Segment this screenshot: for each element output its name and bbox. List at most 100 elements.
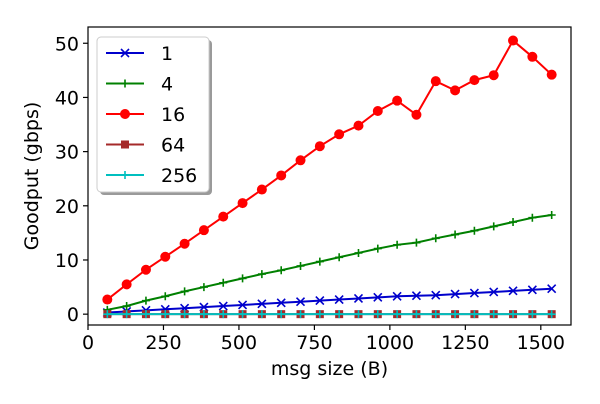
data-point-256-19 bbox=[470, 310, 479, 319]
series-line-1 bbox=[107, 287, 552, 314]
legend-item-64: 64 bbox=[106, 135, 185, 157]
data-point-1-13 bbox=[353, 293, 364, 304]
data-point-256-2 bbox=[141, 310, 150, 319]
x-tick-label: 0 bbox=[82, 332, 94, 354]
series-16 bbox=[102, 35, 557, 305]
legend-item-4: 4 bbox=[106, 74, 173, 96]
data-point-16-23 bbox=[546, 69, 557, 80]
x-tick-label: 1500 bbox=[517, 332, 565, 354]
data-point-16-3 bbox=[160, 251, 171, 262]
data-point-256-13 bbox=[354, 310, 363, 319]
series-256 bbox=[103, 310, 556, 319]
x-tick-label: 1000 bbox=[366, 332, 414, 354]
data-point-1-21 bbox=[508, 286, 518, 296]
data-point-256-1 bbox=[122, 310, 131, 319]
data-point-1-10 bbox=[295, 297, 306, 307]
data-point-256-3 bbox=[161, 310, 170, 319]
series-1 bbox=[102, 284, 557, 318]
data-point-1-18 bbox=[450, 289, 460, 299]
data-point-256-16 bbox=[412, 310, 421, 319]
series-4 bbox=[103, 211, 556, 314]
data-point-256-0 bbox=[103, 310, 112, 319]
data-point-16-2 bbox=[140, 264, 151, 275]
y-axis-label: Goodput (gbps) bbox=[21, 102, 43, 251]
x-tick-label: 250 bbox=[145, 332, 181, 354]
data-point-4-11 bbox=[315, 257, 324, 266]
data-point-4-13 bbox=[354, 248, 363, 257]
data-point-16-12 bbox=[334, 129, 345, 140]
data-point-4-21 bbox=[509, 218, 518, 227]
data-point-256-9 bbox=[277, 310, 286, 319]
data-point-16-14 bbox=[372, 105, 383, 116]
data-point-4-14 bbox=[373, 244, 382, 253]
data-point-1-20 bbox=[489, 287, 499, 297]
data-point-16-21 bbox=[508, 35, 519, 46]
series-layer bbox=[102, 35, 557, 319]
x-tick-label: 750 bbox=[296, 332, 332, 354]
data-point-256-4 bbox=[180, 310, 189, 319]
data-point-4-19 bbox=[470, 226, 479, 235]
data-point-4-22 bbox=[528, 213, 537, 222]
y-tick-label: 10 bbox=[55, 250, 79, 272]
data-point-4-20 bbox=[489, 222, 498, 231]
legend-marker-4 bbox=[121, 79, 129, 88]
legend-label: 4 bbox=[161, 74, 173, 96]
legend-marker-256 bbox=[121, 171, 129, 179]
data-point-256-11 bbox=[315, 310, 324, 319]
data-point-1-8 bbox=[257, 299, 267, 309]
legend-label: 1 bbox=[161, 43, 173, 65]
data-point-16-16 bbox=[411, 109, 422, 120]
data-point-256-7 bbox=[238, 310, 247, 319]
data-point-256-5 bbox=[199, 310, 208, 319]
data-point-256-18 bbox=[451, 310, 460, 319]
data-point-1-22 bbox=[527, 285, 537, 295]
legend-item-16: 16 bbox=[106, 104, 185, 126]
data-point-4-4 bbox=[180, 287, 189, 296]
data-point-16-15 bbox=[392, 95, 403, 106]
data-point-4-1 bbox=[122, 302, 131, 311]
data-point-4-23 bbox=[547, 211, 556, 220]
data-point-16-7 bbox=[237, 198, 248, 209]
data-point-4-9 bbox=[277, 266, 286, 275]
data-point-16-5 bbox=[198, 225, 209, 236]
legend: 1 4 16 64 256 bbox=[96, 36, 212, 195]
legend-item-1: 1 bbox=[106, 43, 173, 65]
data-point-4-16 bbox=[412, 238, 421, 247]
x-tick-label: 1250 bbox=[441, 332, 489, 354]
data-point-256-6 bbox=[219, 310, 228, 319]
data-point-4-2 bbox=[141, 296, 150, 305]
data-point-1-6 bbox=[218, 301, 228, 311]
data-point-1-15 bbox=[392, 291, 402, 301]
data-point-16-13 bbox=[353, 120, 364, 131]
data-point-16-10 bbox=[295, 155, 306, 166]
data-point-4-6 bbox=[219, 278, 228, 287]
x-axis-label: msg size (B) bbox=[271, 358, 388, 380]
data-point-4-3 bbox=[161, 292, 170, 301]
y-axis-ticks: 0 10 20 30 40 50 bbox=[55, 33, 88, 326]
y-tick-label: 0 bbox=[67, 304, 79, 326]
legend-marker-1 bbox=[120, 48, 130, 58]
data-point-256-17 bbox=[431, 310, 440, 319]
data-point-1-9 bbox=[276, 298, 286, 308]
legend-marker-64 bbox=[121, 140, 129, 149]
legend-label: 256 bbox=[161, 165, 197, 187]
data-point-1-19 bbox=[469, 288, 479, 298]
x-axis-ticks: 0 250 500 750 1000 1250 1500 bbox=[82, 325, 565, 354]
data-point-1-12 bbox=[334, 294, 344, 305]
data-point-16-4 bbox=[179, 238, 190, 249]
legend-item-256: 256 bbox=[106, 165, 197, 187]
data-point-1-16 bbox=[411, 291, 422, 301]
plot-frame bbox=[87, 26, 572, 326]
data-point-16-20 bbox=[488, 70, 499, 81]
data-point-4-15 bbox=[393, 240, 402, 249]
data-point-1-11 bbox=[315, 296, 325, 306]
legend-marker-16 bbox=[120, 109, 130, 119]
x-tick-label: 500 bbox=[221, 332, 257, 354]
legend-label: 16 bbox=[161, 104, 185, 126]
y-tick-label: 30 bbox=[55, 142, 79, 164]
data-point-16-17 bbox=[430, 76, 441, 87]
data-point-16-1 bbox=[121, 279, 132, 290]
y-tick-label: 50 bbox=[55, 33, 79, 55]
